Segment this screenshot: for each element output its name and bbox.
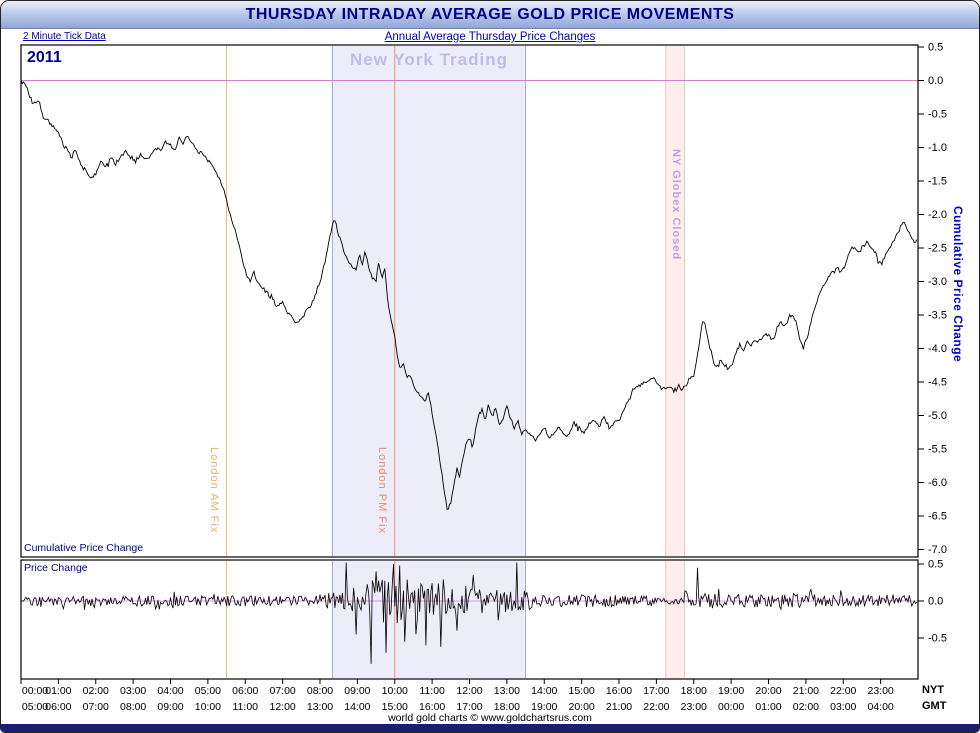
svg-text:07:00: 07:00	[83, 701, 109, 713]
svg-text:19:00: 19:00	[718, 685, 744, 697]
year-label: 2011	[27, 49, 62, 66]
svg-text:07:00: 07:00	[269, 685, 295, 697]
svg-text:17:00: 17:00	[643, 685, 669, 697]
london-pm-fix-label: London PM Fix	[376, 447, 388, 534]
gmt-axis-label: GMT	[922, 700, 947, 712]
right-axis-title: Cumulative Price Change	[951, 206, 965, 363]
svg-text:0.5: 0.5	[928, 559, 943, 571]
svg-text:0.0: 0.0	[928, 75, 943, 87]
svg-text:-0.5: -0.5	[928, 633, 947, 645]
svg-text:15:00: 15:00	[382, 701, 408, 713]
svg-text:21:00: 21:00	[606, 701, 632, 713]
svg-text:20:00: 20:00	[755, 685, 781, 697]
svg-text:16:00: 16:00	[606, 685, 632, 697]
svg-text:21:00: 21:00	[793, 685, 819, 697]
svg-text:0.0: 0.0	[928, 596, 943, 608]
svg-text:03:00: 03:00	[830, 701, 856, 713]
svg-text:08:00: 08:00	[307, 685, 333, 697]
annual-average-link[interactable]: Annual Average Thursday Price Changes	[384, 31, 596, 43]
svg-text:-6.0: -6.0	[928, 477, 947, 489]
svg-text:22:00: 22:00	[830, 685, 856, 697]
svg-text:06:00: 06:00	[45, 701, 71, 713]
svg-text:-0.5: -0.5	[928, 109, 947, 121]
svg-text:18:00: 18:00	[681, 685, 707, 697]
svg-text:-3.5: -3.5	[928, 310, 947, 322]
svg-text:00:00: 00:00	[718, 701, 744, 713]
page-title: THURSDAY INTRADAY AVERAGE GOLD PRICE MOV…	[245, 6, 735, 23]
svg-text:23:00: 23:00	[681, 701, 707, 713]
svg-text:-7.0: -7.0	[928, 544, 947, 556]
svg-text:-5.5: -5.5	[928, 444, 947, 456]
cumulative-panel-corner-label: Cumulative Price Change	[24, 542, 144, 554]
subtitle-row: Annual Average Thursday Price Changes	[1, 31, 979, 43]
svg-text:09:00: 09:00	[344, 685, 370, 697]
title-bar: THURSDAY INTRADAY AVERAGE GOLD PRICE MOV…	[1, 1, 979, 29]
svg-text:-1.0: -1.0	[928, 142, 947, 154]
svg-text:17:00: 17:00	[456, 701, 482, 713]
svg-text:0.5: 0.5	[928, 42, 943, 54]
svg-text:10:00: 10:00	[195, 701, 221, 713]
svg-text:-4.0: -4.0	[928, 343, 947, 355]
tick-data-note: 2 Minute Tick Data	[23, 31, 106, 42]
london-am-fix-label: London AM Fix	[208, 447, 220, 534]
svg-text:-2.5: -2.5	[928, 243, 947, 255]
svg-text:13:00: 13:00	[494, 685, 520, 697]
price-change-panel-corner-label: Price Change	[24, 562, 88, 574]
svg-text:13:00: 13:00	[307, 701, 333, 713]
svg-text:05:00: 05:00	[195, 685, 221, 697]
svg-text:23:00: 23:00	[867, 685, 893, 697]
svg-text:02:00: 02:00	[793, 701, 819, 713]
svg-text:19:00: 19:00	[531, 701, 557, 713]
svg-text:02:00: 02:00	[83, 685, 109, 697]
svg-text:03:00: 03:00	[120, 685, 146, 697]
svg-text:-3.0: -3.0	[928, 276, 947, 288]
svg-text:18:00: 18:00	[494, 701, 520, 713]
svg-text:-1.5: -1.5	[928, 176, 947, 188]
svg-text:04:00: 04:00	[867, 701, 893, 713]
svg-text:-2.0: -2.0	[928, 209, 947, 221]
svg-text:01:00: 01:00	[755, 701, 781, 713]
nyt-axis-label: NYT	[922, 684, 944, 696]
svg-text:16:00: 16:00	[419, 701, 445, 713]
svg-text:06:00: 06:00	[232, 685, 258, 697]
footer-credit: world gold charts © www.goldchartsrus.co…	[388, 712, 592, 724]
svg-text:04:00: 04:00	[157, 685, 183, 697]
ny-globex-closed-band-label: NY Globex Closed	[670, 149, 682, 261]
svg-text:05:00: 05:00	[22, 701, 48, 713]
svg-text:-6.5: -6.5	[928, 511, 947, 523]
svg-text:00:00: 00:00	[22, 685, 48, 697]
svg-text:14:00: 14:00	[531, 685, 557, 697]
svg-text:01:00: 01:00	[45, 685, 71, 697]
svg-text:20:00: 20:00	[568, 701, 594, 713]
svg-text:15:00: 15:00	[568, 685, 594, 697]
svg-text:-5.0: -5.0	[928, 410, 947, 422]
svg-text:10:00: 10:00	[382, 685, 408, 697]
svg-text:11:00: 11:00	[233, 701, 259, 713]
svg-text:11:00: 11:00	[419, 685, 445, 697]
svg-text:09:00: 09:00	[157, 701, 183, 713]
svg-text:14:00: 14:00	[344, 701, 370, 713]
svg-text:22:00: 22:00	[643, 701, 669, 713]
svg-text:-4.5: -4.5	[928, 377, 947, 389]
svg-text:12:00: 12:00	[269, 701, 295, 713]
new-york-trading-band-label: New York Trading	[349, 50, 509, 69]
svg-text:12:00: 12:00	[456, 685, 482, 697]
bottom-accent-bar	[1, 724, 979, 732]
svg-text:08:00: 08:00	[120, 701, 146, 713]
